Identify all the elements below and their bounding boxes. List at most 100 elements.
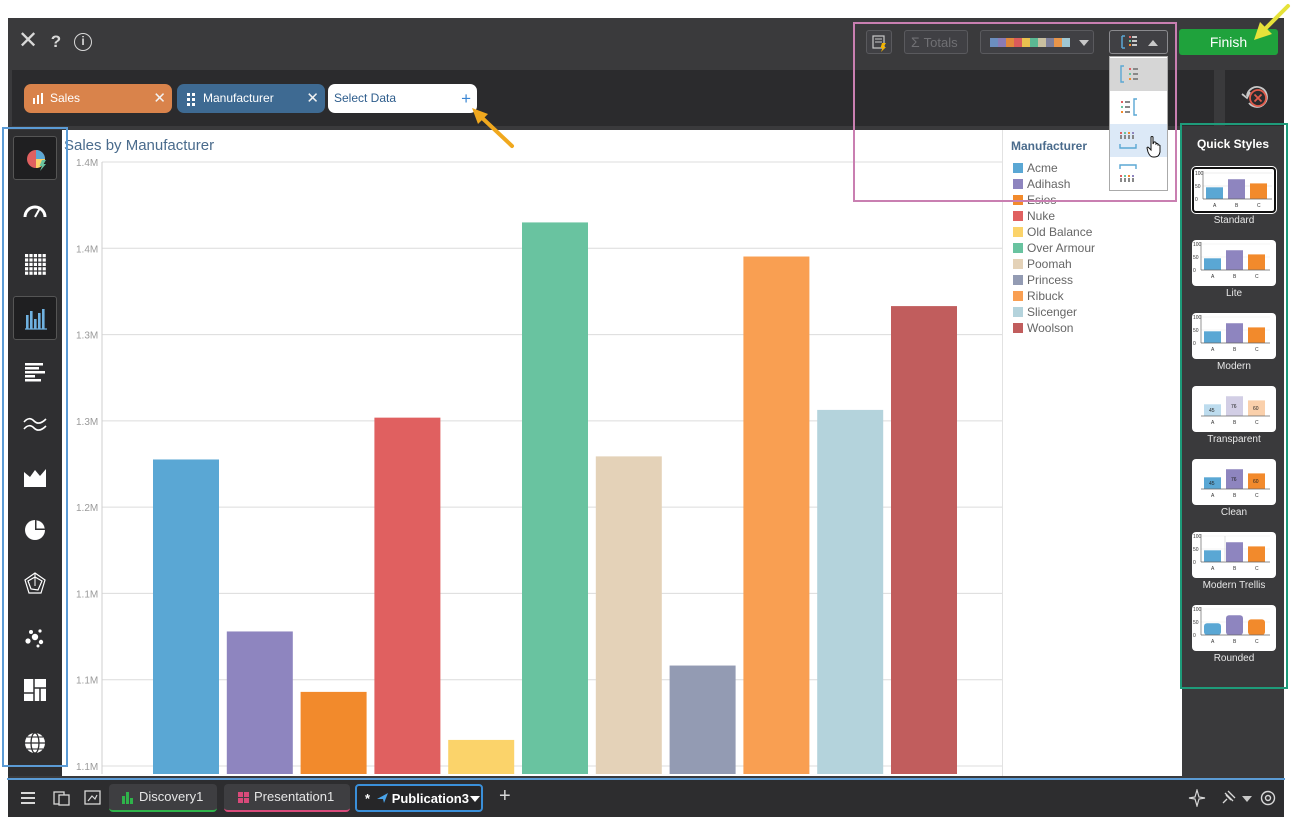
layout-option-legend-bottom[interactable] xyxy=(1110,124,1167,158)
legend-layout-dropdown[interactable] xyxy=(1109,30,1168,54)
sidebar-item-radar-chart[interactable] xyxy=(13,562,57,606)
legend-right-icon xyxy=(1120,65,1138,83)
tab-discovery1[interactable]: Discovery1 xyxy=(109,784,217,812)
legend-item[interactable]: Over Armour xyxy=(1013,241,1095,257)
chart-canvas: 1.4M 1.4M 1.3M 1.3M 1.2M 1.1M 1.1M 1.1M Sales b… xyxy=(62,130,1182,776)
sidebar-item-grid-table[interactable] xyxy=(13,242,57,286)
legend-item[interactable]: Acme xyxy=(1013,161,1058,177)
sidebar-item-map[interactable] xyxy=(13,721,57,765)
palette-swatch xyxy=(1030,38,1038,47)
measure-chip-sales[interactable]: Sales ✕ xyxy=(24,84,172,113)
chevron-down-icon[interactable] xyxy=(470,796,480,802)
quick-style-lite[interactable]: 100 50 0 A B C xyxy=(1192,240,1276,286)
bar-princess[interactable] xyxy=(669,665,736,774)
hamburger-menu-icon[interactable] xyxy=(21,791,37,805)
sidebar-item-bar-chart[interactable] xyxy=(13,349,57,393)
bar-over-armour[interactable] xyxy=(522,222,588,775)
totals-label: Totals xyxy=(923,35,958,50)
style-thumbnail: 100 50 0 A B C xyxy=(1193,242,1270,280)
finish-button[interactable]: Finish xyxy=(1179,29,1278,55)
legend-label: Acme xyxy=(1027,161,1058,175)
help-icon[interactable]: ? xyxy=(50,32,62,51)
totals-button[interactable]: Σ Totals xyxy=(904,30,968,54)
legend-swatch xyxy=(1013,259,1023,269)
quick-style-label: Rounded xyxy=(1213,653,1255,664)
radar-chart-icon xyxy=(24,571,46,594)
legend-item[interactable]: Adihash xyxy=(1013,177,1070,193)
add-data-icon[interactable]: + xyxy=(461,89,471,108)
sidebar-item-line-chart[interactable] xyxy=(13,402,57,446)
style-thumbnail: 100 50 0 A B C xyxy=(1193,534,1270,572)
open-folder-icon[interactable] xyxy=(53,790,71,806)
bar-slicenger[interactable] xyxy=(817,409,884,774)
color-palette-dropdown[interactable] xyxy=(980,30,1094,54)
bar-adihash[interactable] xyxy=(226,631,293,774)
quick-style-modern-trellis[interactable]: 100 50 0 A B C xyxy=(1192,532,1276,578)
quick-style-rounded[interactable]: 100 50 0 A B C xyxy=(1192,605,1276,651)
chip-label: Manufacturer xyxy=(203,91,274,105)
quick-style-clean[interactable]: A 45 B 76 C 60 xyxy=(1192,459,1276,505)
chart-filter-button[interactable] xyxy=(866,30,892,54)
column-chart: 1.4M 1.4M 1.3M 1.3M 1.2M 1.1M 1.1M 1.1M xyxy=(76,158,1002,775)
quick-style-modern[interactable]: 100 50 0 A B C xyxy=(1192,313,1276,359)
sidebar-item-gauge[interactable] xyxy=(13,189,57,233)
add-tab-icon[interactable]: + xyxy=(499,785,511,807)
bar-ribuck[interactable] xyxy=(743,256,810,775)
bar-old-balance[interactable] xyxy=(448,739,515,774)
sidebar-item-quick-chart[interactable] xyxy=(13,136,57,180)
svg-text:100: 100 xyxy=(1193,534,1202,540)
legend-item[interactable]: Old Balance xyxy=(1013,225,1092,241)
remove-chip-icon[interactable]: ✕ xyxy=(306,90,319,107)
quick-style-label: Modern xyxy=(1217,361,1251,372)
legend-item[interactable]: Poomah xyxy=(1013,257,1072,273)
legend-swatch xyxy=(1013,243,1023,253)
legend-top-icon xyxy=(1119,164,1137,182)
bar-woolson[interactable] xyxy=(891,306,957,774)
svg-text:50: 50 xyxy=(1193,620,1199,626)
layout-option-legend-right[interactable] xyxy=(1110,58,1167,91)
sigma-icon: Σ xyxy=(911,34,920,50)
bar-acme[interactable] xyxy=(153,459,219,774)
tab-presentation1[interactable]: Presentation1 xyxy=(224,784,350,812)
quick-style-label: Transparent xyxy=(1207,434,1261,445)
legend-item[interactable]: Ribuck xyxy=(1013,289,1064,305)
svg-text:60: 60 xyxy=(1253,406,1259,412)
legend-item[interactable]: Slicenger xyxy=(1013,305,1077,321)
sidebar-item-column-chart[interactable] xyxy=(13,295,57,340)
sidebar-item-scatter-chart[interactable] xyxy=(13,615,57,659)
sidebar-item-treemap[interactable] xyxy=(13,668,57,712)
legend-item[interactable]: Esies xyxy=(1013,193,1056,209)
dimension-chip-manufacturer[interactable]: Manufacturer ✕ xyxy=(177,84,325,113)
chart-title: Sales by Manufacturer xyxy=(64,137,215,154)
measure-bars-icon xyxy=(33,93,43,104)
sidebar-item-area-chart[interactable] xyxy=(13,455,57,499)
bar-poomah[interactable] xyxy=(595,456,662,774)
quick-style-label: Modern Trellis xyxy=(1202,580,1266,591)
legend-swatch xyxy=(1013,163,1023,173)
gauge-icon xyxy=(23,205,47,218)
tab-publication3[interactable]: * Publication3 xyxy=(355,784,483,812)
new-document-icon[interactable] xyxy=(84,790,102,806)
legend-item[interactable]: Princess xyxy=(1013,273,1073,289)
layout-option-legend-left[interactable] xyxy=(1110,91,1167,124)
brand-logo-icon[interactable] xyxy=(1188,789,1206,807)
legend-item[interactable]: Woolson xyxy=(1013,321,1073,337)
info-icon[interactable]: i xyxy=(74,33,92,51)
layout-option-legend-top[interactable] xyxy=(1110,157,1167,190)
sidebar-item-pie-chart[interactable] xyxy=(13,508,57,552)
legend-item[interactable]: Nuke xyxy=(1013,209,1055,225)
quick-style-transparent[interactable]: A 45 B 76 C 60 xyxy=(1192,386,1276,432)
close-icon[interactable]: ✕ xyxy=(18,27,39,54)
bar-esies[interactable] xyxy=(300,691,367,774)
chevron-down-icon[interactable] xyxy=(1242,796,1252,802)
palette-swatch xyxy=(1054,38,1062,47)
svg-text:0: 0 xyxy=(1193,341,1196,347)
sync-icon[interactable] xyxy=(1259,789,1277,807)
pin-icon[interactable] xyxy=(1219,789,1237,807)
reset-chart-button[interactable] xyxy=(1225,70,1284,126)
quick-style-standard[interactable]: 100 50 0 A B C xyxy=(1192,167,1276,213)
bar-nuke[interactable] xyxy=(374,417,441,774)
svg-text:100: 100 xyxy=(1193,315,1202,321)
select-data-chip[interactable]: Select Data + xyxy=(328,84,477,113)
remove-chip-icon[interactable]: ✕ xyxy=(153,90,166,107)
